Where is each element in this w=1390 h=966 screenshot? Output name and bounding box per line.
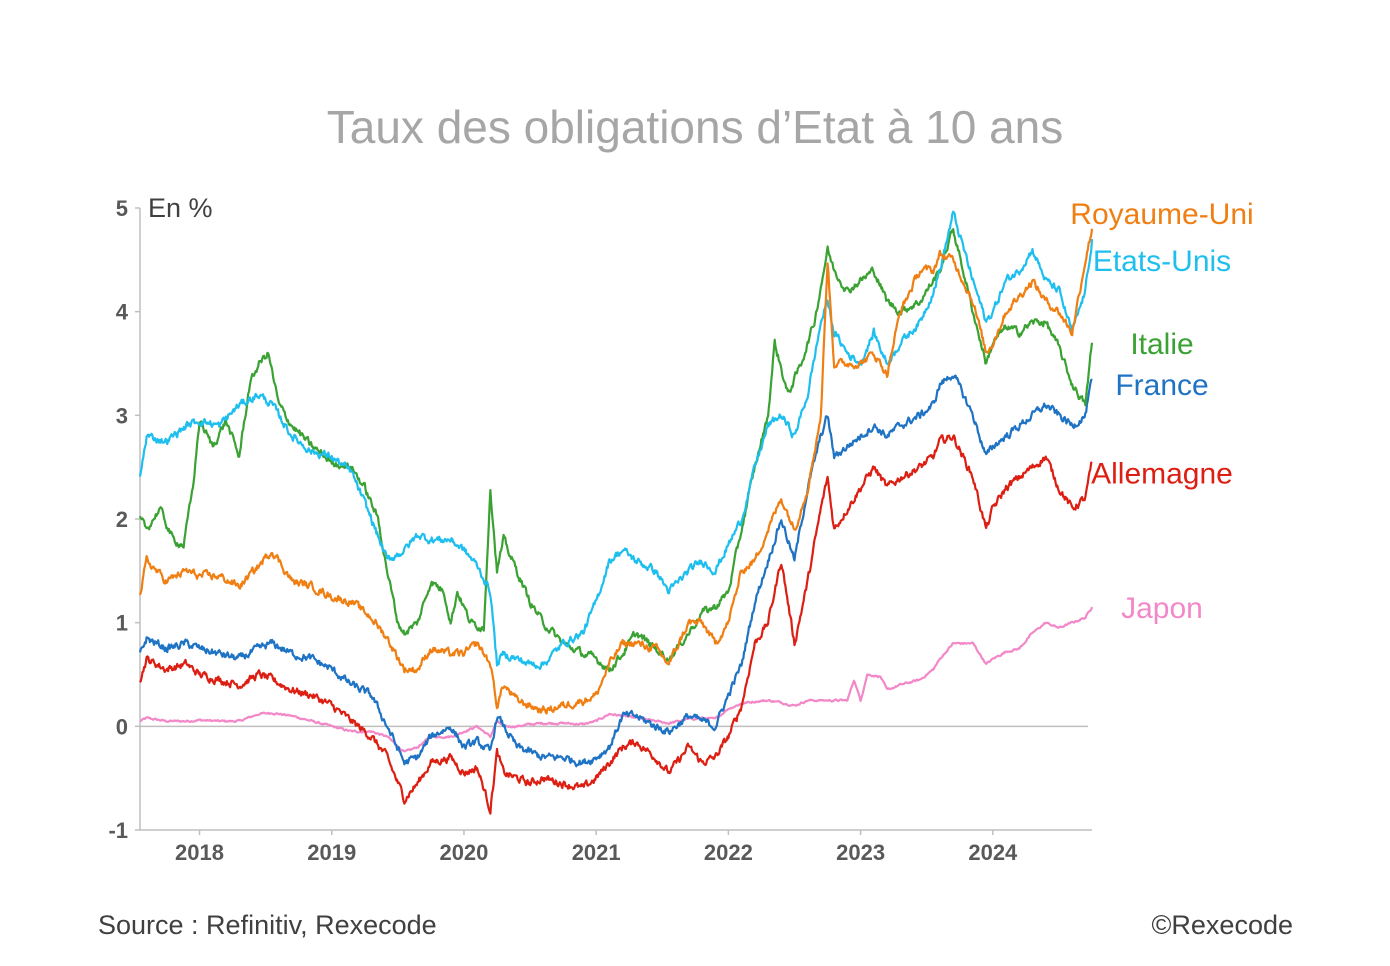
y-tick-label: 2 [116, 507, 128, 532]
series-line-japon [139, 606, 1094, 753]
series-label-italie: Italie [1130, 328, 1193, 361]
series-line-france [138, 374, 1093, 768]
y-tick-label: 3 [116, 403, 128, 428]
series-label-japon: Japon [1121, 592, 1203, 625]
series-label-royaume-uni: Royaume-Uni [1070, 198, 1253, 231]
y-tick-label: 1 [116, 611, 128, 636]
x-tick-label: 2019 [307, 840, 356, 865]
y-tick-label: 0 [116, 714, 128, 739]
y-tick-label: -1 [108, 818, 128, 843]
series-line-royaume-uni [138, 228, 1094, 715]
copyright-note: ©Rexecode [1151, 910, 1293, 940]
x-tick-label: 2020 [439, 840, 488, 865]
y-tick-label: 4 [116, 300, 129, 325]
series-labels: Royaume-Uni Etats-Unis Italie France Allemag… [1070, 198, 1253, 625]
series-line-italie [138, 228, 1094, 673]
x-tick-label: 2024 [968, 840, 1018, 865]
y-tick-label: 5 [116, 196, 128, 221]
series-label-france: France [1115, 369, 1208, 402]
x-tick-label: 2018 [175, 840, 224, 865]
chart-axes: 5 4 3 2 1 0 -1 2018 2019 2020 2021 2022 2023 2024 [108, 196, 1092, 865]
source-note: Source : Refinitiv, Rexecode [98, 910, 437, 940]
series-layer [138, 210, 1094, 815]
chart-title: Taux des obligations d’Etat à 10 ans [326, 101, 1064, 153]
series-line-etats-unis [138, 210, 1094, 671]
series-line-allemagne [139, 434, 1093, 815]
x-tick-label: 2021 [572, 840, 621, 865]
series-label-allemagne: Allemagne [1091, 457, 1233, 490]
x-tick-label: 2023 [836, 840, 885, 865]
y-axis-unit-label: En % [148, 193, 213, 223]
series-label-etats-unis: Etats-Unis [1093, 245, 1231, 278]
x-tick-label: 2022 [704, 840, 753, 865]
